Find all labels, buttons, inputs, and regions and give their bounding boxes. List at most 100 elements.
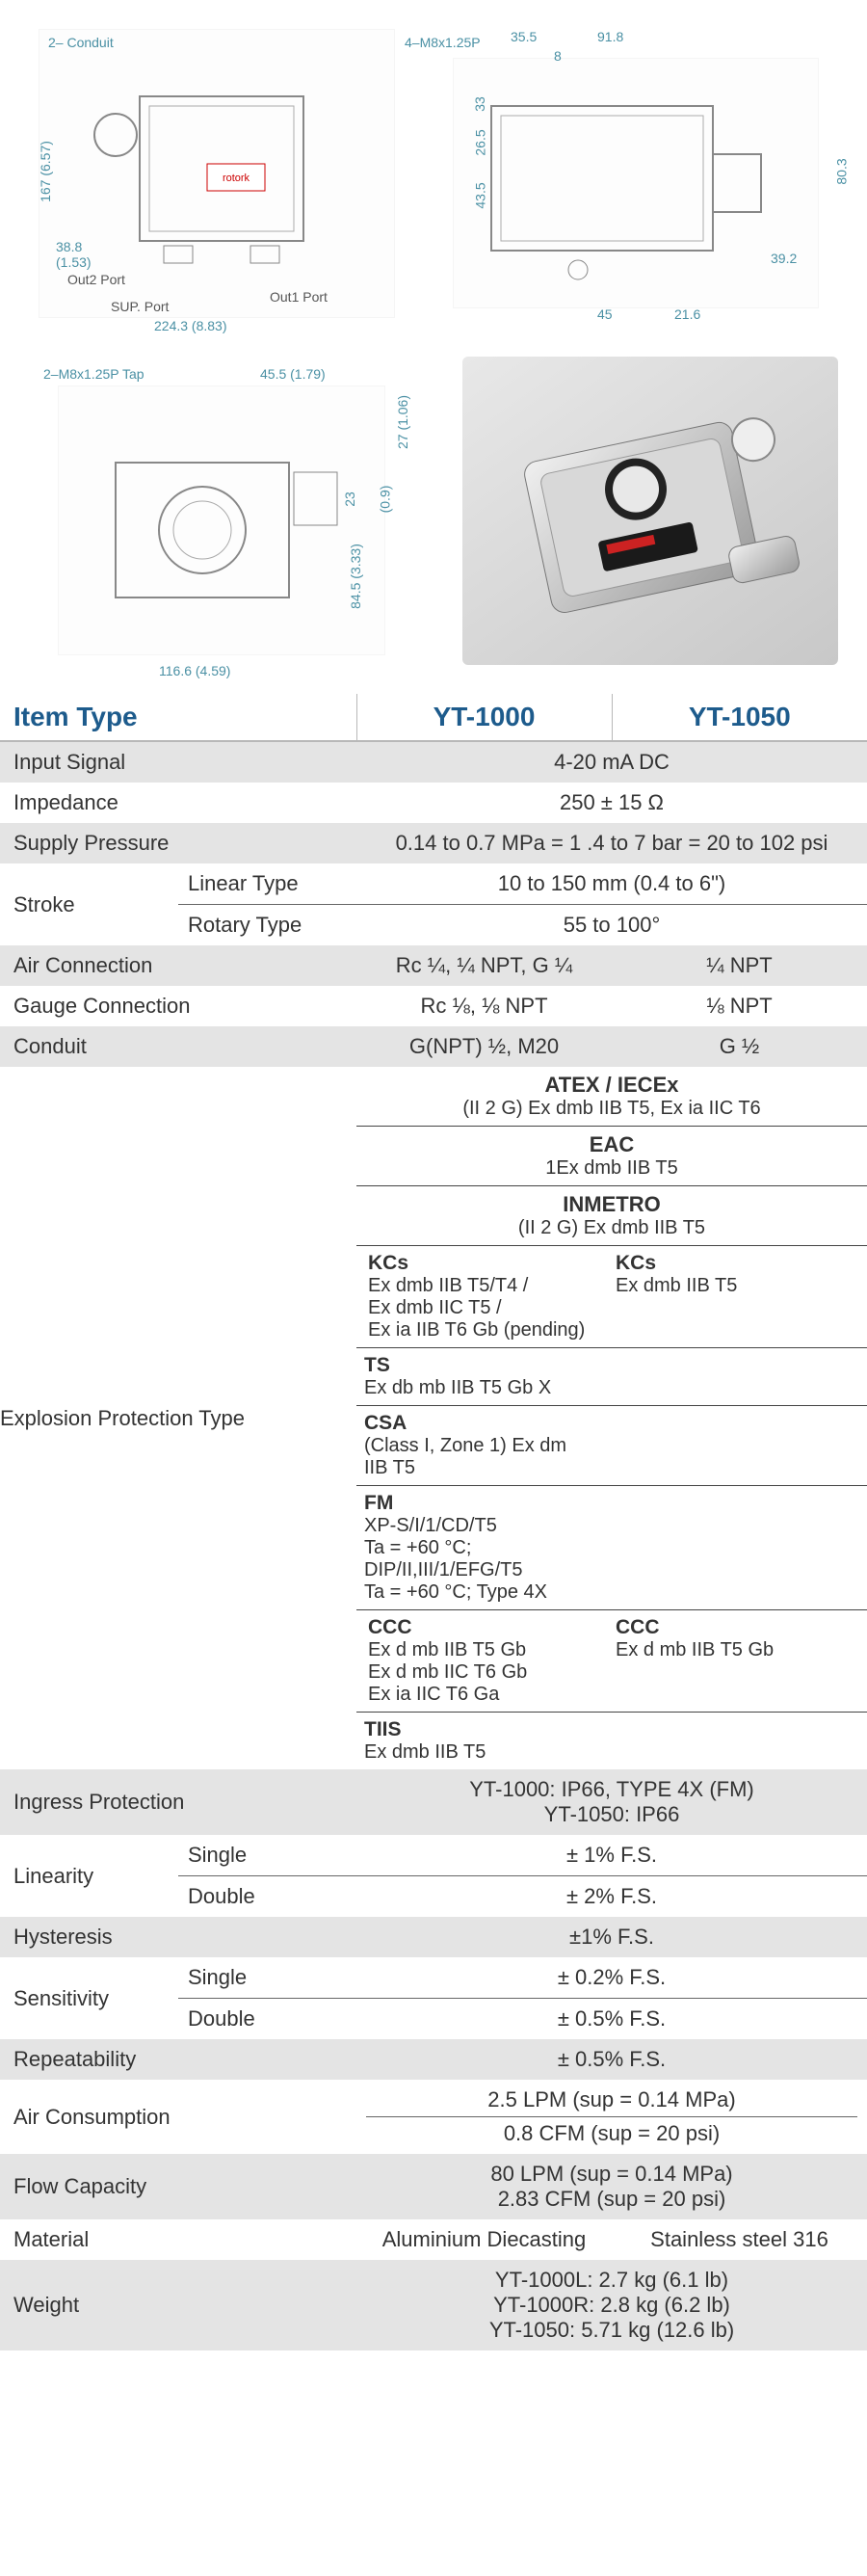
- row-repeat: Repeatability ± 0.5% F.S.: [0, 2039, 867, 2080]
- val-lin-double: ± 2% F.S.: [356, 1876, 867, 1918]
- row-ingress: Ingress Protection YT-1000: IP66, TYPE 4…: [0, 1769, 867, 1835]
- lbl-weight: Weight: [0, 2260, 356, 2350]
- technical-drawings-region: rotork 2– Conduit 167 (6.57) 38.8 (1.53)…: [0, 0, 867, 694]
- lbl-stroke-rotary: Rotary Type: [178, 905, 356, 946]
- lbl-sens-double: Double: [178, 1999, 356, 2040]
- dim-2m8-tap: 2–M8x1.25P Tap: [43, 366, 144, 382]
- dim-8: 8: [554, 48, 562, 64]
- cert-tiis: TIIS Ex dmb IIB T5: [356, 1713, 867, 1769]
- cert-ccc2-sub: Ex d mb IIB T5 Gb: [616, 1639, 774, 1660]
- val-aircons-1: 2.5 LPM (sup = 0.14 MPa): [366, 2087, 857, 2117]
- cert-eac-sub: 1Ex dmb IIB T5: [364, 1157, 859, 1180]
- lbl-flow: Flow Capacity: [0, 2154, 356, 2219]
- cert-csa: CSA (Class I, Zone 1) Ex dm IIB T5: [356, 1406, 867, 1486]
- lbl-linearity: Linearity: [0, 1835, 178, 1917]
- lbl-repeat: Repeatability: [0, 2039, 356, 2080]
- dim-845: 84.5 (3.33): [348, 544, 363, 609]
- val-air-2: ¼ NPT: [612, 945, 867, 986]
- dim-803: 80.3: [834, 158, 850, 184]
- dim-4m8: 4–M8x1.25P: [405, 35, 481, 50]
- row-input-signal: Input Signal 4-20 mA DC: [0, 741, 867, 783]
- lbl-lin-single: Single: [178, 1835, 356, 1876]
- cert-ccc1-title: CCC: [368, 1616, 412, 1638]
- dim-27: 27 (1.06): [395, 395, 410, 449]
- row-stroke-linear: Stroke Linear Type 10 to 150 mm (0.4 to …: [0, 863, 867, 905]
- lbl-explosion: Explosion Protection Type: [0, 1067, 356, 1769]
- cert-fm: FM XP-S/I/1/CD/T5 Ta = +60 °C; DIP/II,II…: [356, 1486, 867, 1610]
- cert-kcs: KCs Ex dmb IIB T5/T4 / Ex dmb IIC T5 / E…: [356, 1246, 867, 1348]
- product-photo-svg: [477, 371, 824, 651]
- cert-ccc2-title: CCC: [616, 1616, 660, 1638]
- val-supply: 0.14 to 0.7 MPa = 1 .4 to 7 bar = 20 to …: [356, 823, 867, 863]
- cert-atex: ATEX / IECEx (II 2 G) Ex dmb IIB T5, Ex …: [356, 1067, 867, 1127]
- cert-tiis-title: TIIS: [364, 1718, 402, 1740]
- cert-ts-title: TS: [364, 1354, 390, 1376]
- row-conduit: Conduit G(NPT) ½, M20 G ½: [0, 1026, 867, 1067]
- row-material: Material Aluminium Diecasting Stainless …: [0, 2219, 867, 2260]
- dim-435: 43.5: [473, 182, 488, 208]
- val-stroke-rotary: 55 to 100°: [356, 905, 867, 946]
- lbl-material: Material: [0, 2219, 356, 2260]
- dim-392: 39.2: [771, 251, 797, 266]
- drawing-top-svg: [77, 405, 366, 636]
- drawing-front-svg: rotork: [72, 58, 361, 289]
- val-flow: 80 LPM (sup = 0.14 MPa) 2.83 CFM (sup = …: [356, 2154, 867, 2219]
- lbl-aircons: Air Consumption: [0, 2080, 356, 2154]
- val-input-signal: 4-20 mA DC: [356, 741, 867, 783]
- lbl-out1: Out1 Port: [270, 289, 328, 305]
- cert-kcs1-sub: Ex dmb IIB T5/T4 / Ex dmb IIC T5 / Ex ia…: [368, 1275, 585, 1341]
- table-header-row: Item Type YT-1000 YT-1050: [0, 694, 867, 741]
- val-weight-2: YT-1000R: 2.8 kg (6.2 lb): [493, 2293, 730, 2317]
- val-weight: YT-1000L: 2.7 kg (6.1 lb) YT-1000R: 2.8 …: [356, 2260, 867, 2350]
- dim-388: 38.8: [56, 239, 82, 254]
- hdr-item-type: Item Type: [0, 694, 356, 741]
- val-impedance: 250 ± 15 Ω: [356, 783, 867, 823]
- lbl-gauge: Gauge Connection: [0, 986, 356, 1026]
- cert-eac-title: EAC: [364, 1132, 859, 1157]
- row-aircons: Air Consumption 2.5 LPM (sup = 0.14 MPa)…: [0, 2080, 867, 2154]
- lbl-out2: Out2 Port: [67, 272, 125, 287]
- val-conduit-2: G ½: [612, 1026, 867, 1067]
- lbl-hyst: Hysteresis: [0, 1917, 356, 1957]
- row-sens-single: Sensitivity Single ± 0.2% F.S.: [0, 1957, 867, 1999]
- lbl-air: Air Connection: [0, 945, 356, 986]
- dim-265: 26.5: [473, 129, 488, 155]
- val-flow-1: 80 LPM (sup = 0.14 MPa): [490, 2162, 732, 2186]
- cert-fm-sub: XP-S/I/1/CD/T5 Ta = +60 °C; DIP/II,III/1…: [364, 1515, 547, 1603]
- cert-csa-sub: (Class I, Zone 1) Ex dm IIB T5: [364, 1435, 566, 1478]
- drawing-side-view: [453, 58, 819, 308]
- lbl-sens-single: Single: [178, 1957, 356, 1999]
- lbl-conduit: Conduit: [0, 1026, 356, 1067]
- lbl-sup: SUP. Port: [111, 299, 169, 314]
- dim-09: (0.9): [377, 486, 392, 514]
- dim-1166: 116.6 (4.59): [159, 663, 230, 678]
- lbl-impedance: Impedance: [0, 783, 356, 823]
- drawing-top-view: [58, 385, 385, 655]
- dim-355: 35.5: [511, 29, 537, 44]
- cert-eac: EAC 1Ex dmb IIB T5: [356, 1127, 867, 1186]
- row-impedance: Impedance 250 ± 15 Ω: [0, 783, 867, 823]
- val-lin-single: ± 1% F.S.: [356, 1835, 867, 1876]
- spec-table: Item Type YT-1000 YT-1050 Input Signal 4…: [0, 694, 867, 2350]
- cert-inm-sub: (II 2 G) Ex dmb IIB T5: [364, 1217, 859, 1239]
- cert-tiis-sub: Ex dmb IIB T5: [364, 1741, 486, 1763]
- cert-csa-title: CSA: [364, 1412, 407, 1434]
- row-linearity-single: Linearity Single ± 1% F.S.: [0, 1835, 867, 1876]
- val-gauge-1: Rc ⅛, ⅛ NPT: [356, 986, 612, 1026]
- row-weight: Weight YT-1000L: 2.7 kg (6.1 lb) YT-1000…: [0, 2260, 867, 2350]
- cert-ccc1-sub: Ex d mb IIB T5 Gb Ex d mb IIC T6 Gb Ex i…: [368, 1639, 527, 1705]
- cert-ts-sub: Ex db mb IIB T5 Gb X: [364, 1377, 551, 1398]
- val-sens-double: ± 0.5% F.S.: [356, 1999, 867, 2040]
- dim-23: 23: [342, 491, 357, 507]
- val-repeat: ± 0.5% F.S.: [356, 2039, 867, 2080]
- val-weight-3: YT-1050: 5.71 kg (12.6 lb): [489, 2318, 734, 2342]
- lbl-stroke-linear: Linear Type: [178, 863, 356, 905]
- val-aircons-2: 0.8 CFM (sup = 20 psi): [366, 2117, 857, 2146]
- lbl-ingress: Ingress Protection: [0, 1769, 356, 1835]
- dim-2-conduit: 2– Conduit: [48, 35, 114, 50]
- lbl-lin-double: Double: [178, 1876, 356, 1918]
- val-sens-single: ± 0.2% F.S.: [356, 1957, 867, 1999]
- dim-167: 167 (6.57): [38, 141, 53, 202]
- lbl-supply: Supply Pressure: [0, 823, 356, 863]
- val-stroke-linear: 10 to 150 mm (0.4 to 6"): [356, 863, 867, 905]
